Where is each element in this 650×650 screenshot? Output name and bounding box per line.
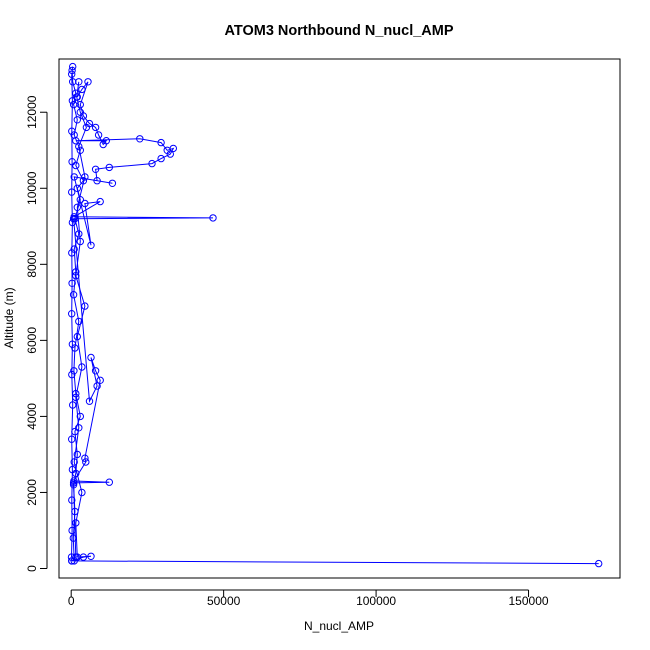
plot-frame [58,58,621,579]
data-point [105,478,114,486]
data-point [72,161,80,170]
series-line-3 [71,81,599,565]
data-point [70,458,78,466]
data-point [68,370,76,379]
data-point [91,123,100,132]
x-axis: 0 50000 100000 150000 [68,589,549,608]
data-point [81,173,89,181]
data-point [75,142,83,151]
data-point [70,245,78,253]
data-point [163,146,171,155]
data-point [75,78,83,86]
x-tick-label: 100000 [356,594,396,608]
y-axis: 0 2000 4000 6000 8000 10000 12000 [25,95,48,572]
chart-title: ATOM3 Northbound N_nucl_AMP [224,23,453,39]
data-point [68,70,76,78]
series-line-1 [71,74,74,558]
data-point [68,557,76,565]
data-point [79,112,88,120]
x-tick-label: 0 [68,594,75,608]
data-point [209,214,217,222]
data-point [67,553,76,561]
data-point [78,488,86,497]
data-point [73,332,82,341]
x-tick-label: 150000 [509,594,549,608]
data-point [70,367,78,375]
x-axis-label: N_nucl_AMP [304,619,374,633]
data-point [91,165,100,174]
data-point [69,291,78,299]
data-point [68,340,77,348]
y-tick-label: 10000 [25,171,39,205]
data-point [82,458,90,466]
data-point [96,376,104,384]
data-point [136,135,144,143]
data-point [73,203,82,212]
data-point [72,137,80,145]
x-tick-label: 50000 [207,594,241,608]
data-point [148,159,156,168]
data-point [68,435,76,443]
y-tick-label: 6000 [25,327,39,354]
data-point [93,382,101,390]
data-point [68,97,77,105]
data-layer [67,62,603,568]
data-point [99,140,107,149]
data-point [79,553,88,561]
data-point [68,279,76,287]
data-point [76,412,85,421]
data-point [87,241,95,250]
data-point [105,163,114,172]
y-tick-label: 4000 [25,403,39,430]
data-point [87,353,95,362]
y-axis-label: Altitude (m) [2,287,16,348]
data-point [157,154,165,163]
data-point [157,138,165,147]
y-tick-label: 12000 [25,95,39,129]
data-point [87,552,95,560]
data-point [96,197,104,206]
data-point [70,213,78,221]
data-point [108,179,117,188]
data-point [68,249,76,257]
data-point [81,454,89,462]
data-point [73,93,82,101]
data-point [81,199,89,208]
data-point [85,119,94,128]
y-tick-label: 2000 [25,479,39,506]
data-point [68,127,76,135]
data-point [73,116,82,124]
y-tick-label: 0 [25,565,39,572]
data-point [68,496,76,504]
data-point [595,559,603,568]
data-point [94,131,103,139]
data-point [68,158,76,166]
data-point [76,100,85,109]
data-point [72,519,80,527]
data-point [78,363,86,371]
data-point [91,367,100,375]
data-point [76,237,85,246]
data-point [72,393,80,402]
data-point [68,465,77,474]
data-point [84,78,92,86]
data-point [75,230,83,238]
data-point [75,317,83,326]
y-tick-label: 8000 [25,251,39,278]
data-point [93,177,101,185]
data-point [70,477,78,485]
data-point [68,66,76,75]
data-point [72,553,80,561]
data-point [70,173,78,181]
data-point [68,310,76,318]
data-point [69,401,77,409]
data-point [69,62,77,71]
data-point [73,450,82,459]
data-point [71,344,79,352]
data-point [68,188,76,196]
data-point [85,397,94,405]
data-point [75,424,83,432]
data-point [78,85,86,94]
